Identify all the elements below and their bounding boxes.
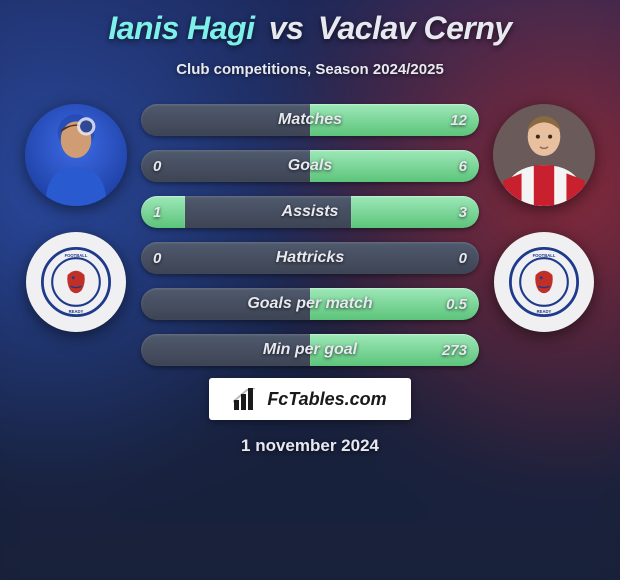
player1-side: FOOTBALL READY bbox=[21, 104, 131, 332]
title-player2: Vaclav Cerny bbox=[318, 10, 512, 46]
svg-text:READY: READY bbox=[537, 309, 552, 314]
fctables-text: FcTables.com bbox=[267, 389, 386, 410]
stat-bar: 1Assists3 bbox=[141, 196, 479, 228]
player2-club-badge: FOOTBALL READY bbox=[494, 232, 594, 332]
stat-bar: 0Goals6 bbox=[141, 150, 479, 182]
stat-label: Hattricks bbox=[141, 242, 479, 274]
rangers-badge-icon: FOOTBALL READY bbox=[509, 247, 579, 317]
stat-bar: Goals per match0.5 bbox=[141, 288, 479, 320]
stat-fill-left bbox=[141, 196, 185, 228]
title-player1: Ianis Hagi bbox=[108, 10, 254, 46]
stat-bar: Min per goal273 bbox=[141, 334, 479, 366]
stat-fill-right bbox=[310, 104, 479, 136]
player2-avatar-svg bbox=[493, 104, 595, 206]
stat-bar: 0Hattricks0 bbox=[141, 242, 479, 274]
page-title: Ianis Hagi vs Vaclav Cerny bbox=[0, 10, 620, 47]
rangers-badge-icon: FOOTBALL READY bbox=[41, 247, 111, 317]
player2-side: FOOTBALL READY bbox=[489, 104, 599, 332]
footer: FcTables.com 1 november 2024 bbox=[0, 378, 620, 456]
stat-fill-right bbox=[310, 334, 479, 366]
title-vs-separator: vs bbox=[269, 10, 304, 46]
stat-fill-right bbox=[310, 288, 479, 320]
comparison-row: FOOTBALL READY Matches12 0Goals6 1Assists3… bbox=[0, 104, 620, 366]
player1-avatar bbox=[25, 104, 127, 206]
player2-avatar bbox=[493, 104, 595, 206]
svg-text:FOOTBALL: FOOTBALL bbox=[533, 253, 556, 258]
subtitle: Club competitions, Season 2024/2025 bbox=[0, 61, 620, 78]
stat-bar: Matches12 bbox=[141, 104, 479, 136]
player1-avatar-svg bbox=[25, 104, 127, 206]
player1-club-badge: FOOTBALL READY bbox=[26, 232, 126, 332]
stat-value-left: 0 bbox=[153, 150, 161, 182]
svg-text:READY: READY bbox=[69, 309, 84, 314]
stat-value-right: 0 bbox=[459, 242, 467, 274]
stat-fill-right bbox=[351, 196, 479, 228]
bars-icon bbox=[233, 388, 259, 410]
stat-fill-right bbox=[310, 150, 479, 182]
stats-list: Matches120Goals61Assists30Hattricks0Goal… bbox=[141, 104, 479, 366]
fctables-watermark: FcTables.com bbox=[209, 378, 410, 420]
date-text: 1 november 2024 bbox=[241, 436, 379, 456]
svg-text:FOOTBALL: FOOTBALL bbox=[65, 253, 88, 258]
stat-value-left: 0 bbox=[153, 242, 161, 274]
